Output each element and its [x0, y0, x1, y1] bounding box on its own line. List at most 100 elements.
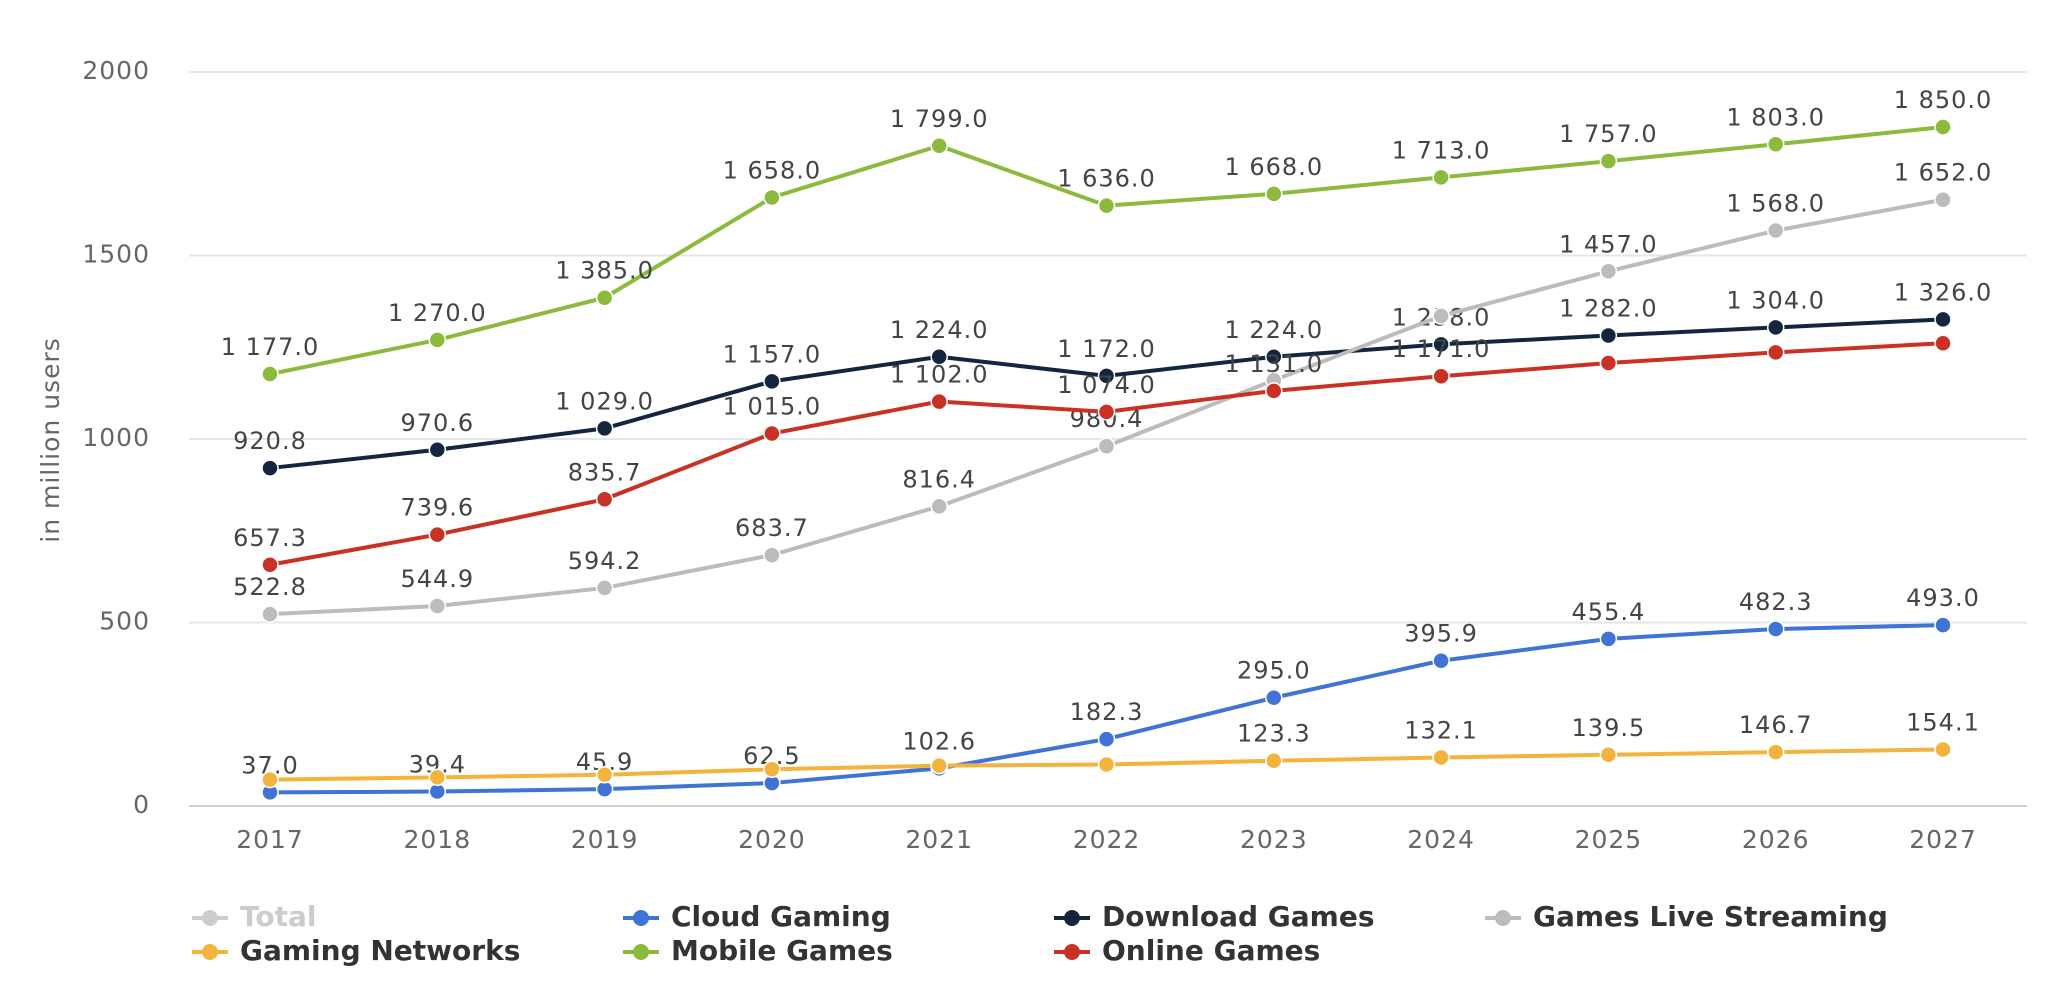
y-tick-label: 2000 — [82, 56, 150, 85]
x-tick-label: 2027 — [1909, 825, 1977, 854]
data-label: 1 326.0 — [1894, 278, 1993, 306]
x-tick-label: 2025 — [1575, 825, 1643, 854]
data-label: 1 457.0 — [1559, 230, 1658, 258]
data-label: 1 658.0 — [723, 157, 822, 185]
data-label: 139.5 — [1572, 714, 1646, 742]
data-label: 835.7 — [568, 458, 642, 486]
data-label: 1 713.0 — [1392, 136, 1491, 164]
legend-label[interactable]: Download Games — [1102, 900, 1375, 933]
data-label: 1 224.0 — [890, 316, 989, 344]
data-point — [428, 331, 447, 349]
data-point — [1097, 730, 1116, 748]
data-point — [1766, 318, 1785, 337]
data-point — [1097, 196, 1116, 215]
data-point — [261, 365, 279, 383]
legend-label[interactable]: Gaming Networks — [240, 934, 520, 967]
data-label: 1 171.0 — [1392, 335, 1491, 363]
data-label: 132.1 — [1404, 717, 1478, 745]
data-point — [428, 441, 447, 459]
data-label: 1 224.0 — [1224, 316, 1323, 344]
data-label: 970.6 — [400, 409, 474, 437]
data-point — [1097, 755, 1116, 774]
data-point — [261, 770, 279, 789]
y-tick-label: 1000 — [82, 423, 150, 452]
data-point — [1432, 168, 1450, 187]
data-label: 1 385.0 — [555, 257, 654, 285]
data-label: 1 799.0 — [890, 105, 989, 133]
x-tick-label: 2020 — [738, 825, 806, 854]
legend-label[interactable]: Games Live Streaming — [1533, 900, 1888, 933]
data-label: 1 803.0 — [1726, 103, 1825, 131]
data-label: 657.3 — [233, 524, 307, 552]
data-point — [1766, 343, 1785, 362]
data-label: 1 157.0 — [723, 340, 822, 368]
data-label: 182.3 — [1070, 698, 1144, 726]
data-point — [1265, 688, 1283, 707]
y-axis-title: in million users — [36, 337, 65, 543]
data-point — [1766, 743, 1785, 761]
data-label: 1 668.0 — [1224, 153, 1323, 181]
data-label: 1 636.0 — [1057, 165, 1156, 193]
data-point — [1265, 751, 1283, 770]
data-label: 1 177.0 — [221, 333, 320, 361]
data-label: 544.9 — [400, 565, 474, 593]
data-point — [763, 188, 781, 207]
data-label: 920.8 — [233, 427, 307, 455]
data-label: 1 131.0 — [1224, 350, 1323, 378]
x-tick-label: 2022 — [1073, 825, 1141, 854]
data-label: 493.0 — [1906, 584, 1980, 612]
legend-swatch — [1495, 910, 1511, 926]
data-point — [428, 768, 447, 787]
data-label: 123.3 — [1237, 720, 1311, 748]
data-label: 1 270.0 — [388, 299, 487, 327]
data-point — [428, 525, 447, 544]
data-label: 1 757.0 — [1559, 120, 1658, 148]
x-tick-label: 2023 — [1240, 825, 1308, 854]
legend-swatch — [202, 910, 218, 926]
data-label: 1 652.0 — [1894, 159, 1993, 187]
data-label: 1 568.0 — [1726, 190, 1825, 218]
data-point — [930, 756, 948, 775]
data-label: 154.1 — [1906, 708, 1980, 736]
data-label: 295.0 — [1237, 657, 1311, 685]
data-point — [1766, 221, 1785, 240]
data-label: 1 172.0 — [1057, 335, 1156, 363]
data-point — [1599, 152, 1618, 170]
data-point — [1934, 616, 1952, 634]
y-tick-label: 1500 — [82, 240, 150, 269]
data-point — [595, 579, 614, 597]
data-point — [1934, 310, 1952, 329]
data-label: 739.6 — [400, 494, 474, 522]
legend-label[interactable]: Online Games — [1102, 934, 1320, 967]
data-point — [595, 766, 614, 784]
data-point — [261, 556, 279, 574]
data-point — [1432, 307, 1450, 325]
data-point — [1432, 651, 1450, 670]
data-point — [1097, 403, 1116, 421]
data-point — [1599, 746, 1618, 764]
legend-swatch — [1064, 944, 1080, 960]
data-point — [1934, 190, 1952, 209]
data-point — [763, 424, 781, 443]
data-label: 522.8 — [233, 573, 307, 601]
data-label: 1 850.0 — [1894, 86, 1993, 114]
data-point — [1934, 740, 1952, 759]
data-point — [1599, 630, 1618, 648]
legend-label[interactable]: Mobile Games — [671, 934, 893, 967]
data-point — [930, 137, 948, 155]
x-tick-label: 2017 — [236, 825, 304, 854]
x-tick-label: 2018 — [403, 825, 471, 854]
data-point — [763, 372, 781, 391]
data-label: 594.2 — [568, 547, 642, 575]
data-label: 1 282.0 — [1559, 295, 1658, 323]
data-label: 1 304.0 — [1726, 286, 1825, 314]
legend-label[interactable]: Total — [240, 900, 317, 933]
legend-swatch — [1064, 910, 1080, 926]
x-tick-label: 2019 — [571, 825, 639, 854]
data-point — [930, 392, 948, 411]
data-label: 1 029.0 — [555, 387, 654, 415]
legend-swatch — [202, 944, 218, 960]
legend-label[interactable]: Cloud Gaming — [671, 900, 891, 933]
data-label: 1 102.0 — [890, 361, 989, 389]
data-point — [1432, 335, 1450, 354]
